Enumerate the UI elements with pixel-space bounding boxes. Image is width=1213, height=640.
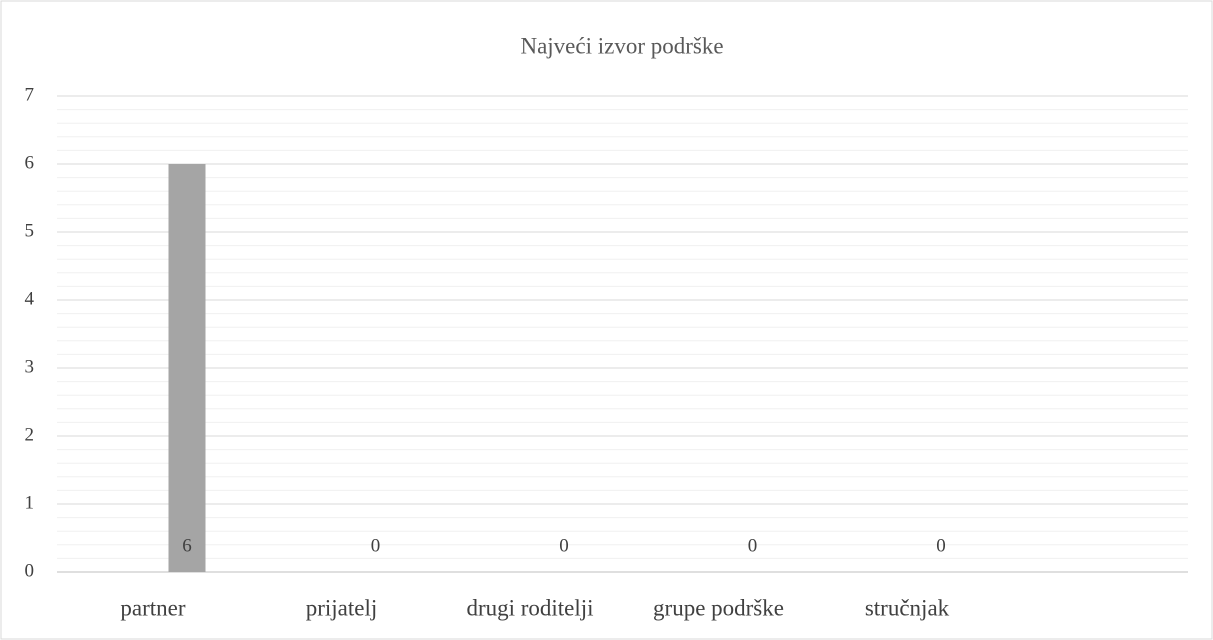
data-label: 0 xyxy=(371,535,381,556)
y-tick-label: 5 xyxy=(25,220,35,241)
x-tick-label: prijatelj xyxy=(306,595,378,620)
bar xyxy=(168,164,206,572)
y-tick-label: 2 xyxy=(25,424,35,445)
x-tick-label: drugi roditelji xyxy=(466,595,593,620)
y-tick-label: 1 xyxy=(25,492,35,513)
x-tick-label: grupe podrške xyxy=(653,595,784,620)
data-label: 0 xyxy=(559,535,569,556)
y-tick-label: 6 xyxy=(25,152,35,173)
y-tick-label: 4 xyxy=(25,288,35,309)
data-label: 0 xyxy=(936,535,946,556)
y-tick-label: 7 xyxy=(25,84,35,105)
data-label: 6 xyxy=(182,535,192,556)
data-label: 0 xyxy=(748,535,758,556)
x-tick-label: stručnjak xyxy=(865,595,950,620)
y-tick-label: 3 xyxy=(25,356,35,377)
chart-title: Najveći izvor podrške xyxy=(520,33,723,58)
y-tick-label: 0 xyxy=(25,560,35,581)
x-tick-label: partner xyxy=(120,595,185,620)
